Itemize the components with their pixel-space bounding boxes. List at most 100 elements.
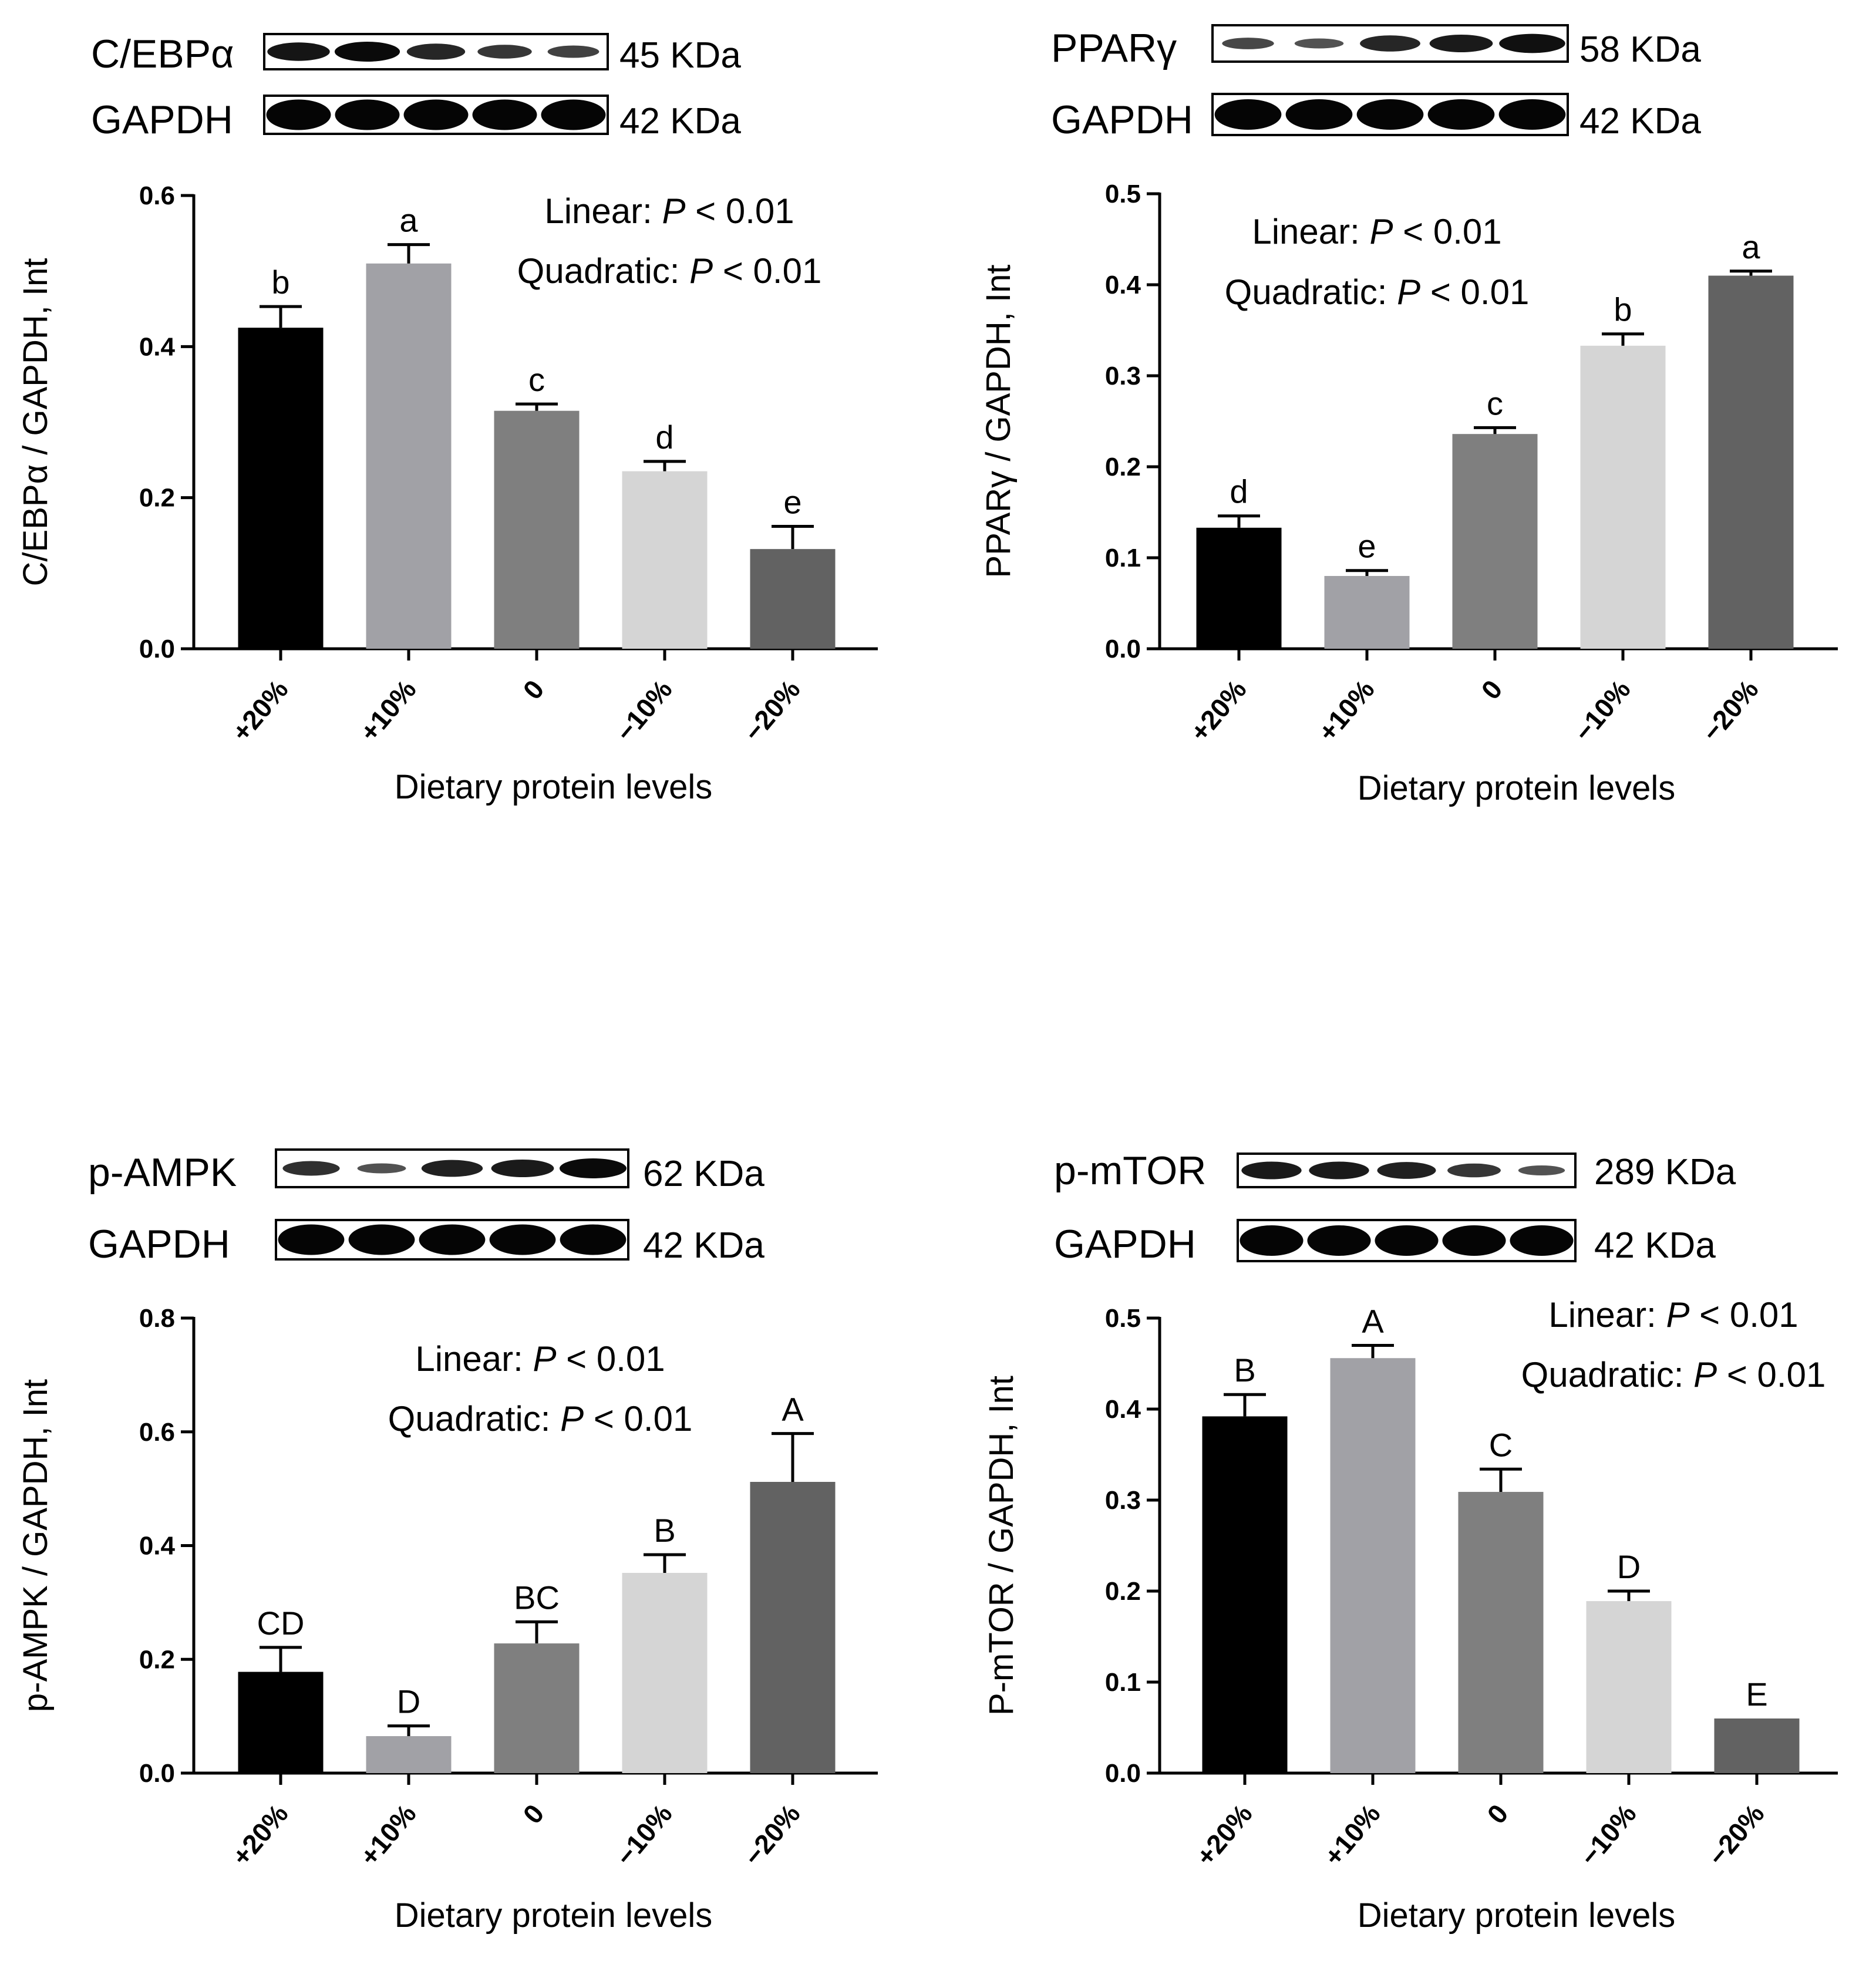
stat-annotation: Linear: P < 0.01 bbox=[415, 1339, 665, 1379]
blot-target-label: p-mTOR bbox=[1054, 1148, 1206, 1193]
bar bbox=[1202, 1416, 1288, 1773]
bar bbox=[494, 1643, 580, 1773]
y-tick-label: 0.2 bbox=[1105, 453, 1141, 481]
blot-control-band bbox=[403, 99, 469, 130]
x-tick-label: −10% bbox=[1568, 674, 1636, 747]
x-tick-label: +10% bbox=[1312, 674, 1380, 747]
blot-target-band bbox=[1241, 1161, 1302, 1180]
blot-control-band bbox=[1442, 1225, 1506, 1256]
y-tick-label: 0.6 bbox=[139, 1418, 175, 1447]
significance-letter: d bbox=[1230, 473, 1248, 510]
blot-control-band bbox=[266, 99, 331, 130]
blot-target-kda: 45 KDa bbox=[619, 35, 741, 76]
bar bbox=[1458, 1492, 1544, 1773]
blot-control-label: GAPDH bbox=[88, 1222, 230, 1266]
bar bbox=[366, 1736, 452, 1773]
stat-annotation: Quadratic: P < 0.01 bbox=[1225, 272, 1530, 312]
blot-control-band bbox=[1427, 99, 1495, 130]
significance-letter: E bbox=[1746, 1676, 1767, 1713]
stat-annotation: Linear: P < 0.01 bbox=[1548, 1295, 1798, 1335]
y-tick-label: 0.3 bbox=[1105, 362, 1141, 390]
bar bbox=[1196, 527, 1282, 649]
blot-target-band bbox=[491, 1159, 554, 1178]
x-tick-label: 0 bbox=[1481, 1798, 1514, 1829]
blot-target-band bbox=[547, 45, 599, 58]
significance-letter: CD bbox=[257, 1605, 305, 1642]
significance-letter: e bbox=[1358, 528, 1376, 565]
blot-control-band bbox=[335, 99, 400, 130]
x-tick-label: −10% bbox=[609, 1798, 678, 1872]
blot-target-band bbox=[1309, 1161, 1369, 1180]
significance-letter: C bbox=[1489, 1426, 1513, 1463]
bar bbox=[750, 1482, 836, 1773]
blot-control-band bbox=[1356, 99, 1424, 130]
y-tick-label: 0.6 bbox=[139, 181, 175, 210]
bar bbox=[1586, 1601, 1672, 1773]
y-axis-title: C/EBPα / GAPDH, Int bbox=[16, 258, 55, 587]
x-tick-label: −20% bbox=[1696, 674, 1764, 747]
significance-letter: A bbox=[1362, 1303, 1384, 1340]
blot-control-kda: 42 KDa bbox=[1594, 1225, 1716, 1266]
blot-target-band bbox=[421, 1160, 483, 1177]
blot-control-label: GAPDH bbox=[1054, 1222, 1196, 1266]
significance-letter: c bbox=[1487, 385, 1503, 422]
y-axis-title: PPARγ / GAPDH, Int bbox=[979, 265, 1018, 578]
x-axis-title: Dietary protein levels bbox=[395, 1896, 713, 1935]
x-tick-label: 0 bbox=[517, 674, 550, 705]
x-axis-title: Dietary protein levels bbox=[395, 768, 713, 806]
y-tick-label: 0.1 bbox=[1105, 544, 1141, 572]
y-tick-label: 0.0 bbox=[1105, 1759, 1141, 1788]
blot-target-band bbox=[1377, 1162, 1436, 1179]
y-tick-label: 0.5 bbox=[1105, 180, 1141, 208]
significance-letter: B bbox=[654, 1512, 675, 1549]
significance-letter: D bbox=[1617, 1548, 1641, 1585]
blot-target-label: p-AMPK bbox=[88, 1150, 237, 1195]
bar bbox=[1324, 576, 1410, 649]
x-tick-label: +10% bbox=[353, 674, 422, 747]
x-axis-title: Dietary protein levels bbox=[1358, 1896, 1676, 1935]
blot-control-band bbox=[472, 99, 537, 130]
stat-annotation: Quadratic: P < 0.01 bbox=[388, 1399, 693, 1438]
y-tick-label: 0.0 bbox=[1105, 635, 1141, 663]
significance-letter: c bbox=[528, 361, 545, 398]
blot-target-band bbox=[1222, 38, 1274, 49]
x-axis-title: Dietary protein levels bbox=[1358, 769, 1676, 807]
chart-panel-cebpa: C/EBPα GAPDH 45 KDa 42 KDa 0.0 0.2 0.4 0.6 b +20%… bbox=[16, 32, 878, 806]
y-axis-title: p-AMPK / GAPDH, Int bbox=[16, 1379, 55, 1712]
stat-annotation: Linear: P < 0.01 bbox=[1252, 212, 1501, 251]
bar bbox=[1714, 1718, 1800, 1773]
y-tick-label: 0.5 bbox=[1105, 1304, 1141, 1333]
blot-control-band bbox=[1240, 1225, 1304, 1256]
blot-control-band bbox=[1510, 1225, 1574, 1256]
x-tick-label: +20% bbox=[1190, 1798, 1258, 1872]
blot-target-band bbox=[357, 1163, 406, 1174]
x-tick-label: −20% bbox=[737, 1798, 806, 1872]
stat-annotation: Quadratic: P < 0.01 bbox=[517, 251, 822, 291]
y-axis-title: P-mTOR / GAPDH, Int bbox=[982, 1376, 1020, 1716]
blot-target-band bbox=[1518, 1165, 1565, 1176]
blot-control-band bbox=[1375, 1225, 1439, 1256]
blot-target-band bbox=[334, 42, 400, 62]
x-tick-label: −10% bbox=[609, 674, 678, 747]
bar bbox=[622, 1573, 708, 1773]
y-tick-label: 0.4 bbox=[139, 1532, 176, 1561]
stat-annotation: Linear: P < 0.01 bbox=[544, 191, 794, 231]
blot-target-band bbox=[1360, 35, 1420, 52]
blot-control-band bbox=[419, 1224, 486, 1255]
significance-letter: a bbox=[399, 202, 418, 239]
blot-target-band bbox=[1429, 34, 1493, 53]
blot-control-band bbox=[1307, 1225, 1371, 1256]
significance-letter: b bbox=[1614, 291, 1632, 328]
significance-letter: e bbox=[783, 484, 801, 521]
y-tick-label: 0.3 bbox=[1105, 1486, 1141, 1515]
blot-target-band bbox=[267, 42, 330, 61]
significance-letter: BC bbox=[514, 1579, 560, 1616]
blot-control-band bbox=[278, 1224, 345, 1255]
y-tick-label: 0.8 bbox=[139, 1304, 175, 1333]
y-tick-label: 0.4 bbox=[1105, 271, 1141, 299]
y-tick-label: 0.0 bbox=[139, 1759, 175, 1788]
bar bbox=[1580, 345, 1666, 649]
blot-target-band bbox=[560, 1158, 627, 1178]
